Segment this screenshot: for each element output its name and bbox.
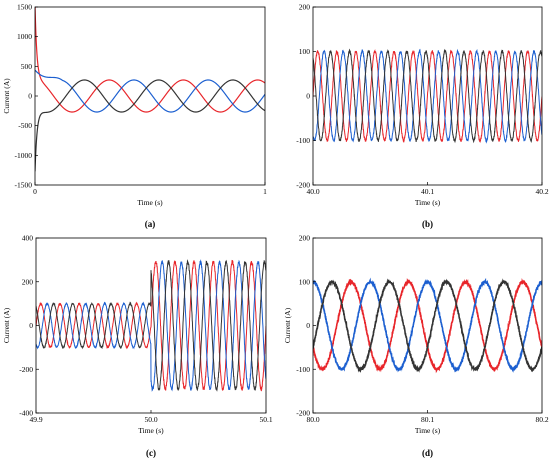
x-tick-label: 1 [263,187,267,196]
y-tick-label: 0 [28,92,32,101]
y-axis-title: Current (A) [2,307,11,343]
panel-label: (c) [146,448,156,458]
x-axis-title: Time (s) [137,198,163,207]
y-axis-title: Current (A) [2,78,11,114]
y-tick-label: 0 [306,92,310,101]
x-axis-title: Time (s) [415,198,441,207]
x-tick-label: 40.0 [306,187,319,196]
y-tick-label: -500 [18,121,32,130]
series-phase_c-line [36,259,266,392]
panel-a: -1500 -1000 -500 0 500 1000 1500 0 1 Time (s) Curr… [2,3,267,230]
x-axis-title: Time (s) [138,426,164,435]
y-tick-label: 0 [306,321,310,330]
y-tick-label: 100 [299,277,311,286]
x-tick-label: 80.0 [306,415,319,424]
y-tick-label: -400 [19,409,33,418]
series-phase_b-line [313,48,542,144]
y-tick-label: 1500 [17,3,32,12]
panel-b: -200 -100 0 100 200 40.0 40.1 40.2 Time (s) (b) [296,3,549,230]
x-tick-label: 50.0 [144,415,157,424]
series-phase_c-line [313,278,542,373]
y-tick-label: -100 [296,365,310,374]
series-phase_a-line [36,259,266,392]
panel-label: (d) [422,448,433,458]
series-phase_a-line [35,7,265,113]
plot-frame [34,6,266,186]
x-tick-label: 40.2 [535,187,548,196]
y-tick-label: -100 [296,136,310,145]
x-tick-label: 80.2 [535,415,548,424]
series-phase_a-line [313,49,542,143]
y-tick-label: -200 [19,365,33,374]
y-tick-label: -200 [296,181,310,190]
x-tick-label: 80.1 [421,415,434,424]
x-tick-label: 49.9 [29,415,42,424]
y-tick-label: 500 [21,62,33,71]
series-phase_c-line [313,48,542,144]
x-tick-label: 40.1 [421,187,434,196]
y-tick-label: -1500 [15,181,33,190]
y-axis-title: Current (A) [283,307,292,343]
y-tick-label: 1000 [17,32,32,41]
y-tick-label: 400 [22,234,34,243]
panel-c: -400 -200 0 200 400 49.9 50.0 50.1 Time (s) Curre… [2,234,273,459]
y-tick-label: -1000 [15,151,33,160]
y-tick-label: 100 [299,47,311,56]
series-phase_b-line [36,259,266,392]
x-tick-label: 0 [33,187,37,196]
y-tick-label: 200 [299,234,311,243]
x-axis-title: Time (s) [415,426,441,435]
series-phase_b-line [35,69,265,113]
panel-label: (a) [145,219,156,229]
y-tick-label: 0 [29,321,33,330]
panel-d: -200 -100 0 100 200 80.0 80.1 80.2 Time (s) Curre… [283,234,549,459]
panel-label: (b) [422,219,433,229]
series-phase_c-line [35,79,265,172]
x-tick-label: 50.1 [259,415,272,424]
y-tick-label: 200 [299,3,311,12]
y-tick-label: -200 [296,409,310,418]
y-tick-label: 200 [22,277,34,286]
